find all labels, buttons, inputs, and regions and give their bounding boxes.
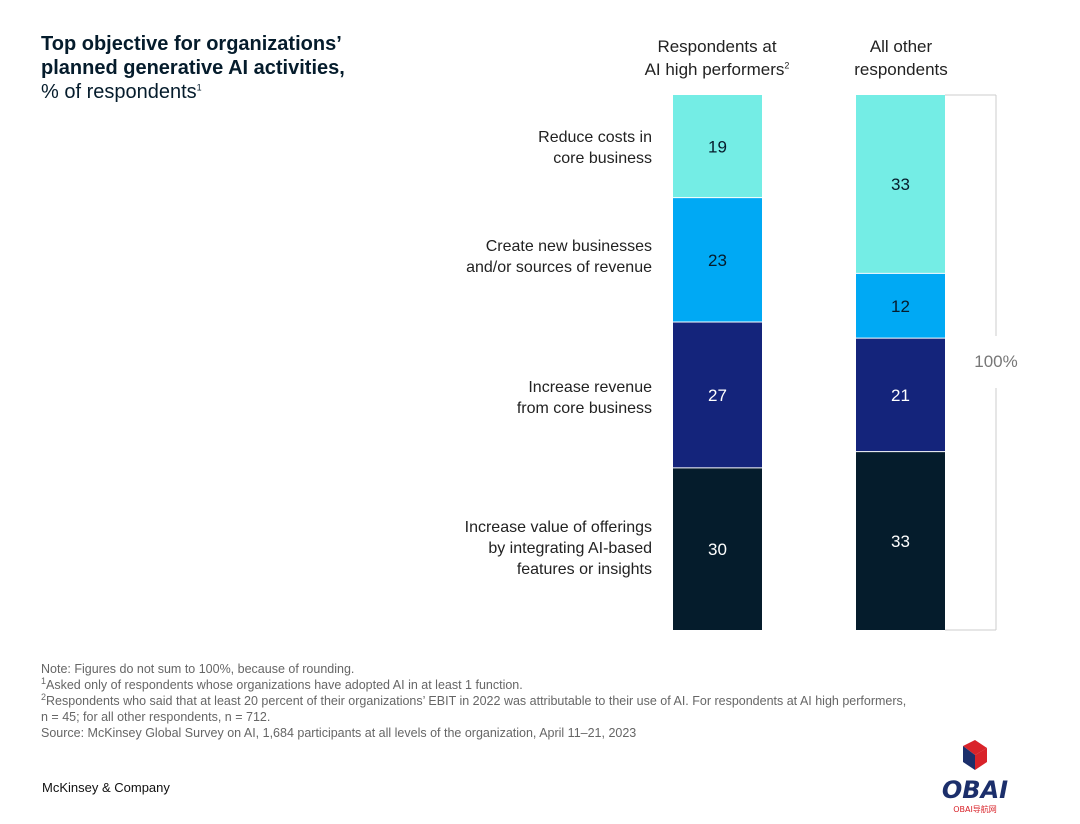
bar-segment-all-other-respondents-2 <box>856 273 945 339</box>
data-label-respondents-at-ai-high-performers-3: 27 <box>708 386 727 405</box>
data-label-respondents-at-ai-high-performers-2: 23 <box>708 251 727 270</box>
brand-name: McKinsey & Company <box>42 780 170 795</box>
svg-text:OBAI导航网: OBAI导航网 <box>953 804 997 814</box>
bar-segment-all-other-respondents-3 <box>856 338 945 452</box>
footnote-2: 2Respondents who said that at least 20 p… <box>41 691 907 708</box>
note-rounding: Note: Figures do not sum to 100%, becaus… <box>41 662 355 676</box>
total-label: 100% <box>974 352 1017 371</box>
title-line-2: planned generative AI activities, <box>41 57 345 79</box>
footnotes: Note: Figures do not sum to 100%, becaus… <box>41 661 1031 741</box>
title-subtitle: % of respondents1 <box>41 81 202 103</box>
category-label-reduce-costs: Reduce costs in core business <box>538 129 652 167</box>
bar-segment-all-other-respondents-4 <box>856 451 945 630</box>
bar-segment-respondents-at-ai-high-performers-2 <box>673 197 762 322</box>
footnote-1: 1Asked only of respondents whose organiz… <box>41 675 523 692</box>
data-label-respondents-at-ai-high-performers-1: 19 <box>708 137 727 156</box>
column-header-high-performers: Respondents at AI high performers2 <box>644 37 790 79</box>
bar-segment-all-other-respondents-1 <box>856 95 945 274</box>
column-header-all-others: All other respondents <box>854 37 948 79</box>
title-line-1: Top objective for organizations’ <box>41 33 342 55</box>
chart-title: Top objective for organizations’ planned… <box>41 32 441 104</box>
source-note: Source: McKinsey Global Survey on AI, 1,… <box>41 726 637 740</box>
data-label-all-other-respondents-2: 12 <box>891 297 910 316</box>
bar-segment-respondents-at-ai-high-performers-3 <box>673 321 762 468</box>
category-label-increase-value: Increase value of offerings by integratin… <box>464 519 652 578</box>
obai-watermark-logo: OBAI OBAI导航网 <box>942 740 1008 814</box>
svg-text:OBAI: OBAI <box>942 776 1008 804</box>
footnote-2-continued: n = 45; for all other respondents, n = 7… <box>41 710 271 724</box>
bar-segment-respondents-at-ai-high-performers-1 <box>673 95 762 198</box>
data-label-all-other-respondents-4: 33 <box>891 532 910 551</box>
category-label-increase-revenue: Increase revenue from core business <box>516 379 652 417</box>
data-label-all-other-respondents-3: 21 <box>891 386 910 405</box>
data-label-respondents-at-ai-high-performers-4: 30 <box>708 540 727 559</box>
category-label-new-businesses: Create new businesses and/or sources of r… <box>466 238 652 276</box>
data-label-all-other-respondents-1: 33 <box>891 175 910 194</box>
bar-segment-respondents-at-ai-high-performers-4 <box>673 467 762 630</box>
